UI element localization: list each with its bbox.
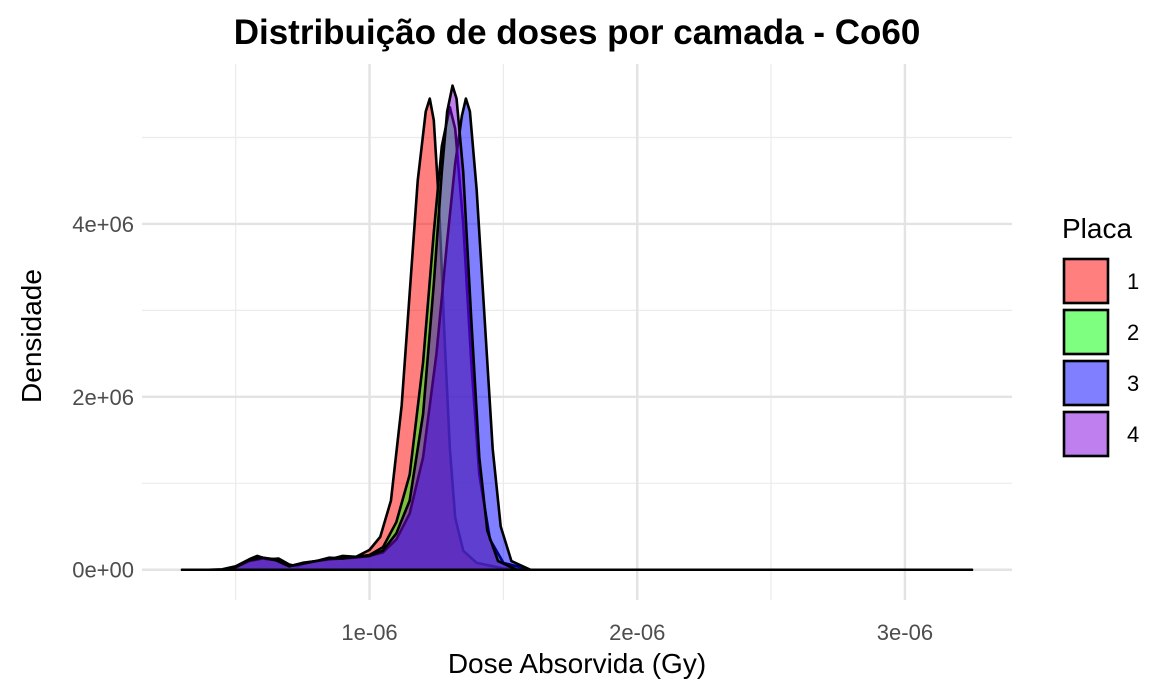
x-tick-label: 1e-06 [341,620,397,645]
density-area-series-4 [180,84,974,572]
legend-swatch-4 [1062,410,1110,458]
y-axis: 0e+00 2e+06 4e+06 [72,212,134,583]
legend-swatch-2 [1062,308,1110,356]
density-area-series-1 [180,97,974,572]
legend-swatch-3 [1062,359,1110,407]
legend-items: 1 2 3 4 [1062,257,1139,458]
y-tick-label: 0e+00 [72,558,134,583]
density-area-series-2 [180,105,974,572]
y-axis-label: Densidade [16,269,47,403]
chart-title: Distribuição de doses por camada - Co60 [234,13,921,52]
legend-label-2: 2 [1127,320,1139,345]
legend-label-4: 4 [1127,422,1139,447]
x-tick-label: 3e-06 [877,620,933,645]
major-gridlines [142,64,1012,600]
x-axis: 1e-06 2e-06 3e-06 [341,620,933,645]
x-axis-label: Dose Absorvida (Gy) [448,648,706,679]
legend-label-1: 1 [1127,269,1139,294]
minor-gridlines [142,64,1012,600]
legend: Placa 1 2 3 4 [1062,213,1139,458]
y-tick-label: 4e+06 [72,212,134,237]
x-tick-label: 2e-06 [609,620,665,645]
density-area-series-3 [180,97,974,572]
legend-swatch-1 [1062,257,1110,305]
density-series [180,84,974,572]
legend-label-3: 3 [1127,371,1139,396]
legend-title: Placa [1062,213,1132,244]
y-tick-label: 2e+06 [72,385,134,410]
